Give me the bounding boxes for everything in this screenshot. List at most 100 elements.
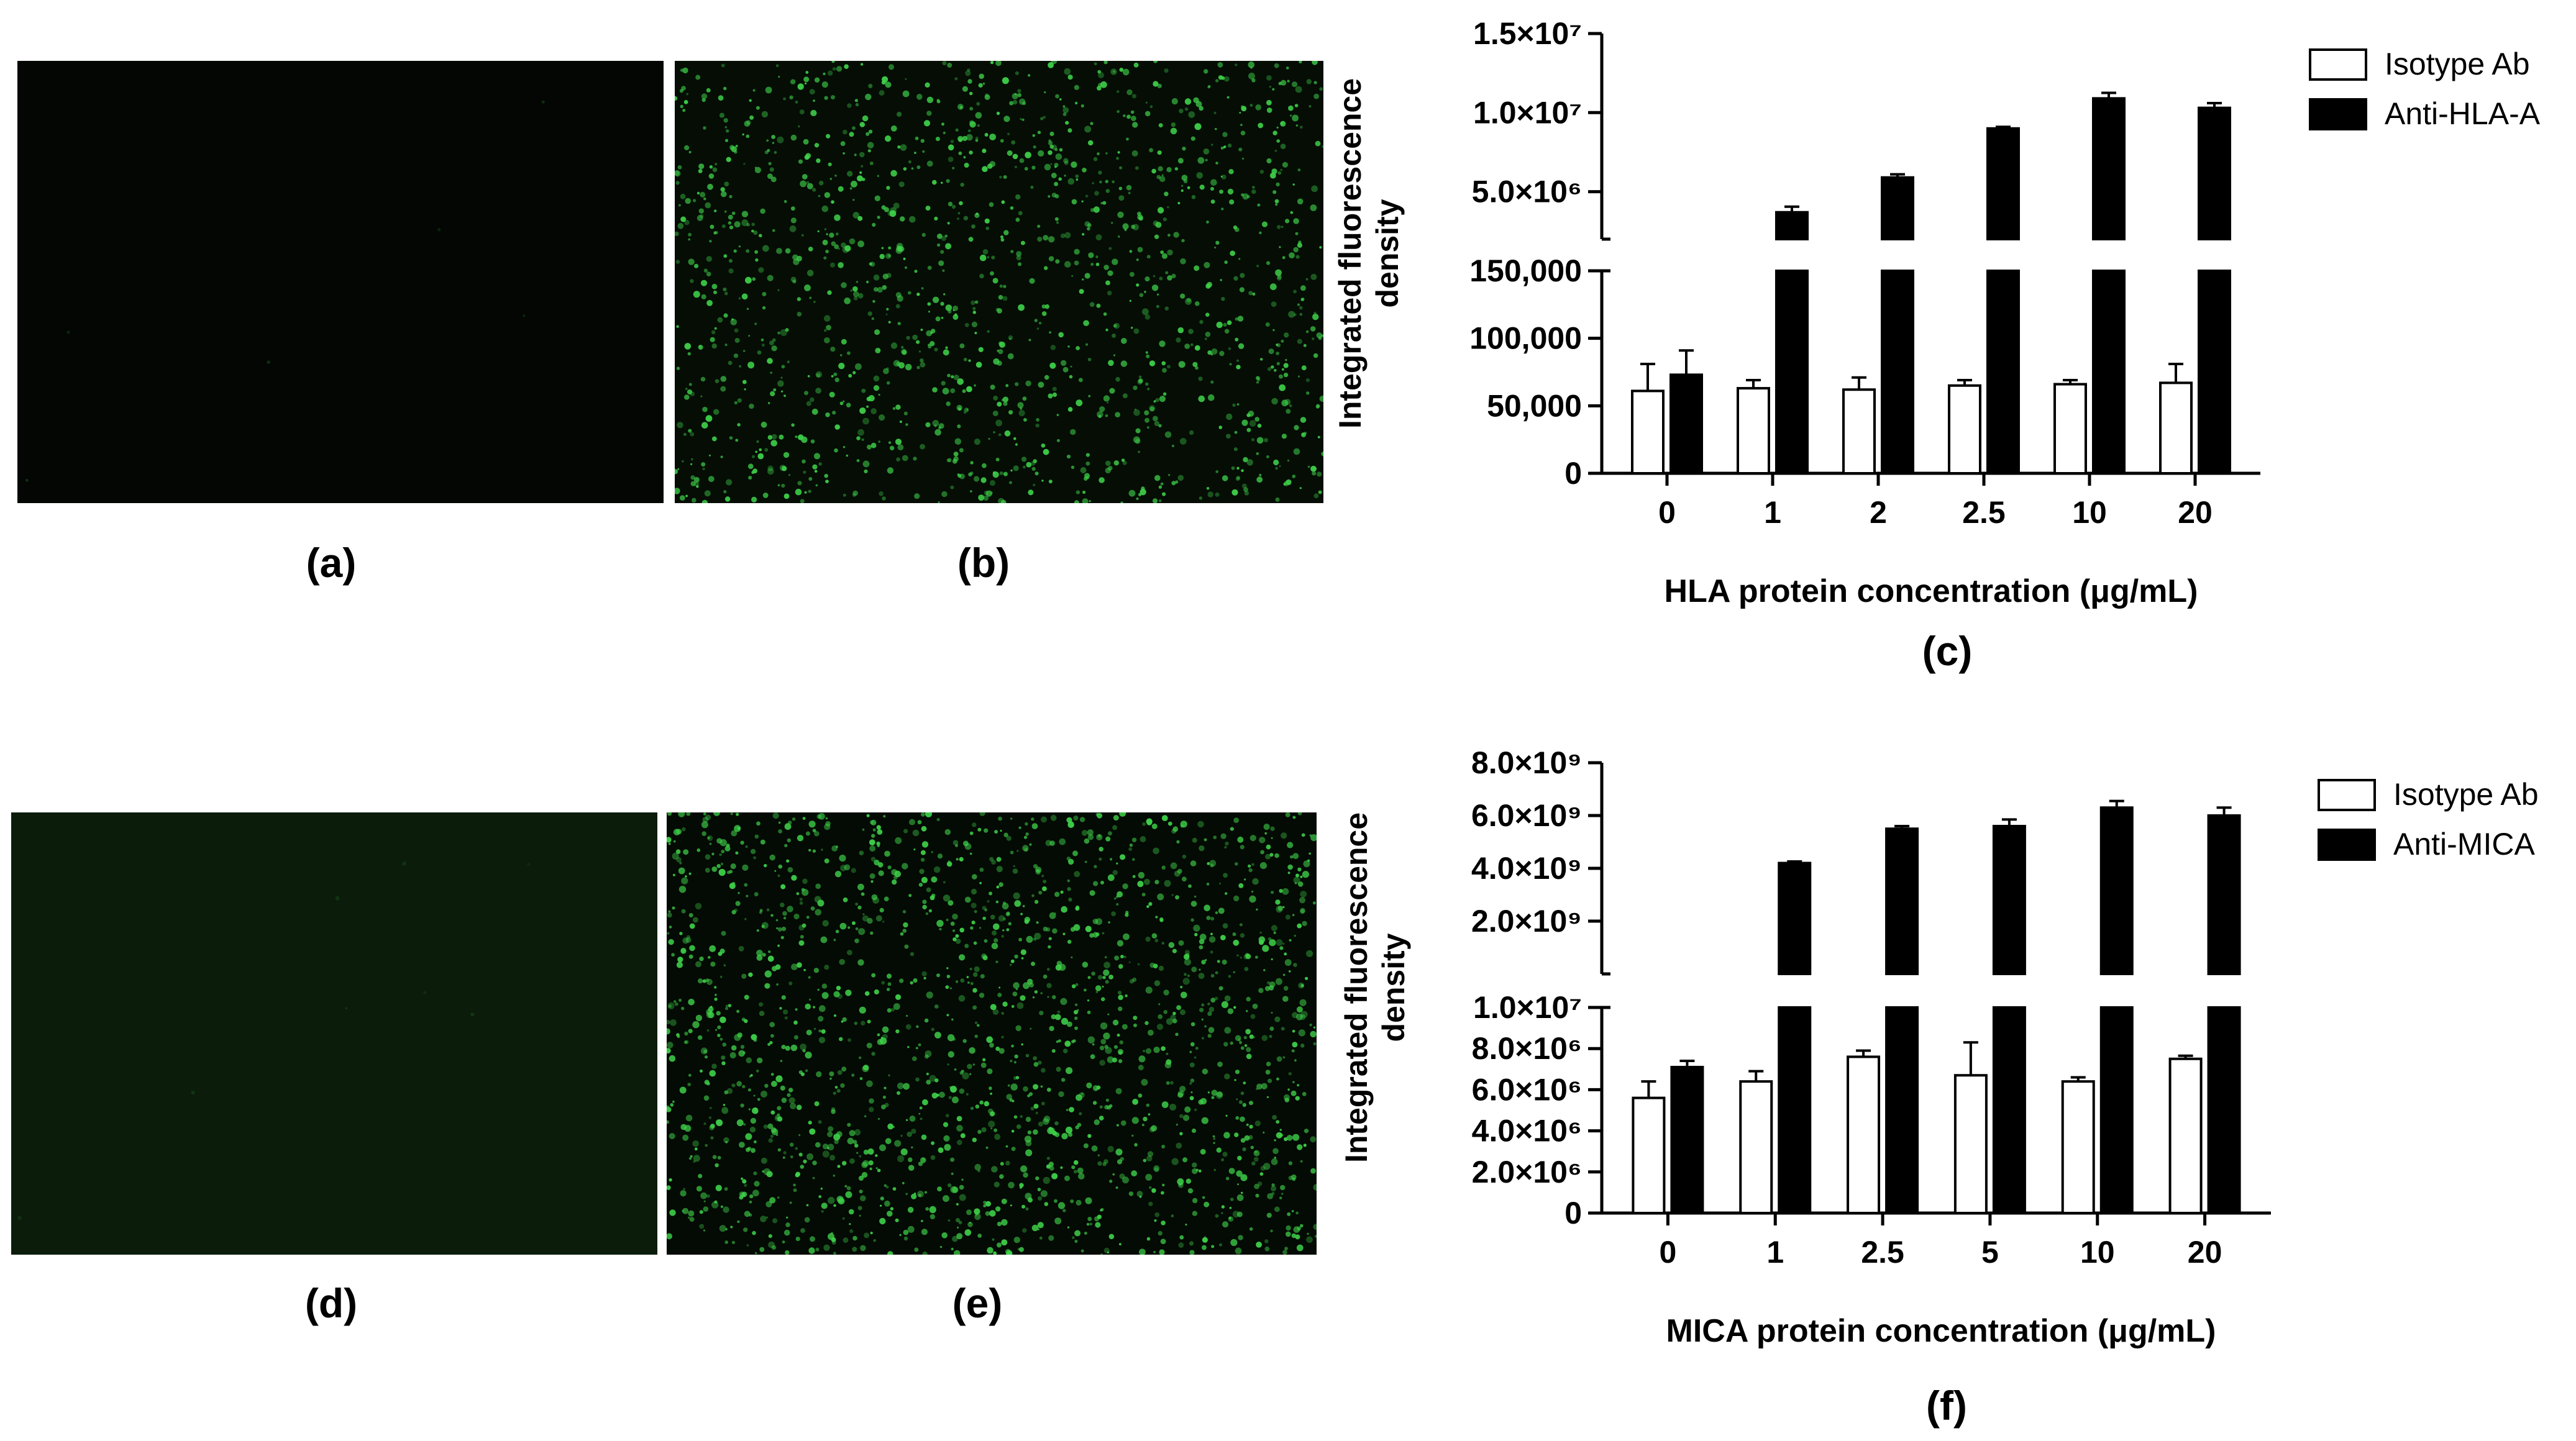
cell-dot — [1115, 376, 1120, 382]
cell-dot — [1107, 401, 1109, 404]
cell-dot — [916, 340, 920, 344]
cell-dot — [941, 235, 947, 241]
cell-dot — [713, 231, 717, 235]
cell-dot — [992, 278, 998, 284]
cell-dot — [863, 1149, 869, 1155]
cell-dot — [959, 954, 966, 961]
cell-dot — [1293, 963, 1297, 967]
cell-dot — [975, 112, 982, 119]
cell-dot — [713, 409, 719, 415]
cell-dot — [1275, 269, 1282, 276]
cell-dot — [703, 1200, 706, 1202]
cell-dot — [1132, 1099, 1138, 1105]
cell-dot — [1105, 460, 1111, 466]
cell-dot — [1009, 337, 1012, 340]
cell-dot — [1259, 170, 1264, 174]
cell-dot — [1044, 266, 1048, 270]
cell-dot — [1184, 98, 1192, 105]
cell-dot — [934, 347, 938, 352]
cell-dot — [908, 160, 911, 164]
cell-dot — [1240, 845, 1245, 850]
cell-dot — [979, 927, 982, 929]
cell-dot — [668, 910, 671, 913]
cell-dot — [805, 82, 807, 84]
cell-dot — [1185, 1178, 1192, 1184]
legend-swatch — [2318, 829, 2376, 861]
cell-dot — [777, 289, 780, 291]
cell-dot — [1271, 1158, 1278, 1165]
cell-dot — [1300, 875, 1303, 878]
cell-dot — [1099, 1045, 1105, 1050]
cell-dot — [859, 122, 866, 127]
cell-dot — [710, 1107, 712, 1109]
cell-dot — [1240, 1138, 1246, 1143]
cell-dot — [1205, 158, 1208, 161]
cell-dot — [710, 337, 715, 342]
cell-dot — [1322, 145, 1323, 148]
cell-dot — [929, 1206, 936, 1214]
cell-dot — [717, 1025, 721, 1030]
cell-dot — [1090, 262, 1094, 266]
cell-dot — [724, 845, 731, 852]
cell-dot — [882, 496, 886, 501]
cell-dot — [841, 282, 847, 288]
cell-dot — [1240, 933, 1245, 938]
cell-dot — [887, 1211, 893, 1217]
cell-dot — [925, 422, 931, 428]
cell-dot — [1128, 191, 1131, 194]
cell-dot — [824, 329, 827, 332]
cell-dot — [953, 375, 959, 381]
cell-dot — [720, 376, 727, 382]
cell-dot — [1235, 476, 1240, 481]
cell-dot — [744, 120, 751, 127]
cell-dot — [957, 135, 964, 142]
cell-dot — [1250, 1014, 1256, 1019]
cell-dot — [941, 181, 943, 184]
cell-dot — [1218, 907, 1225, 914]
cell-dot — [675, 170, 680, 176]
cell-dot — [706, 256, 712, 262]
cell-dot — [976, 102, 980, 106]
cell-dot — [999, 284, 1003, 288]
cell-dot — [852, 490, 858, 496]
cell-dot — [1038, 1196, 1043, 1201]
cell-dot — [703, 1229, 705, 1232]
cell-dot — [1282, 906, 1285, 909]
cell-dot — [1199, 106, 1204, 111]
cell-dot — [951, 375, 954, 379]
cell-dot — [1062, 1048, 1068, 1053]
cell-dot — [805, 71, 809, 74]
cell-dot — [437, 228, 441, 232]
cell-dot — [1017, 93, 1022, 98]
cell-dot — [1272, 329, 1275, 332]
cell-dot — [1171, 481, 1176, 486]
legend-label: Anti-MICA — [2393, 827, 2535, 861]
cell-dot — [1162, 392, 1167, 396]
cell-dot — [972, 1005, 977, 1010]
cell-dot — [1122, 883, 1128, 889]
cell-dot — [1104, 1045, 1108, 1049]
cell-dot — [1067, 345, 1070, 348]
cell-dot — [1065, 1126, 1073, 1134]
cell-dot — [1199, 968, 1201, 971]
cell-dot — [919, 1106, 923, 1110]
cell-dot — [1037, 1188, 1041, 1191]
cell-dot — [1075, 174, 1079, 178]
cell-dot — [1076, 490, 1080, 494]
cell-dot — [1235, 1247, 1242, 1255]
cell-dot — [1038, 1060, 1042, 1065]
cell-dot — [1164, 431, 1172, 439]
cell-dot — [1064, 232, 1071, 239]
cell-dot — [707, 837, 710, 840]
cell-dot — [1291, 1233, 1297, 1239]
cell-dot — [942, 269, 945, 272]
cell-dot — [1087, 999, 1090, 1002]
cell-dot — [1084, 838, 1090, 844]
cell-dot — [1284, 332, 1289, 338]
cell-dot — [897, 322, 901, 325]
cell-dot — [1206, 487, 1210, 490]
cell-dot — [1048, 1235, 1054, 1241]
cell-dot — [1025, 380, 1031, 386]
cell-dot — [924, 1018, 929, 1023]
cell-dot — [734, 825, 741, 832]
